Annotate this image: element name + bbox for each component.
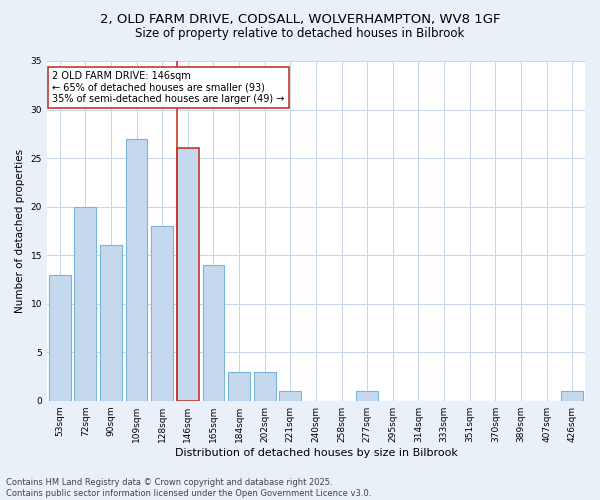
- Text: 2, OLD FARM DRIVE, CODSALL, WOLVERHAMPTON, WV8 1GF: 2, OLD FARM DRIVE, CODSALL, WOLVERHAMPTO…: [100, 12, 500, 26]
- Text: Size of property relative to detached houses in Bilbrook: Size of property relative to detached ho…: [136, 28, 464, 40]
- Bar: [561, 391, 583, 400]
- Bar: [356, 391, 378, 400]
- Bar: [177, 148, 199, 400]
- Bar: [280, 391, 301, 400]
- Text: Contains HM Land Registry data © Crown copyright and database right 2025.
Contai: Contains HM Land Registry data © Crown c…: [6, 478, 371, 498]
- Bar: [74, 206, 96, 400]
- Bar: [203, 265, 224, 400]
- Bar: [151, 226, 173, 400]
- Bar: [100, 246, 122, 400]
- Bar: [254, 372, 275, 400]
- Bar: [228, 372, 250, 400]
- X-axis label: Distribution of detached houses by size in Bilbrook: Distribution of detached houses by size …: [175, 448, 457, 458]
- Text: 2 OLD FARM DRIVE: 146sqm
← 65% of detached houses are smaller (93)
35% of semi-d: 2 OLD FARM DRIVE: 146sqm ← 65% of detach…: [52, 71, 284, 104]
- Y-axis label: Number of detached properties: Number of detached properties: [15, 149, 25, 313]
- Bar: [126, 138, 148, 400]
- Bar: [49, 274, 71, 400]
